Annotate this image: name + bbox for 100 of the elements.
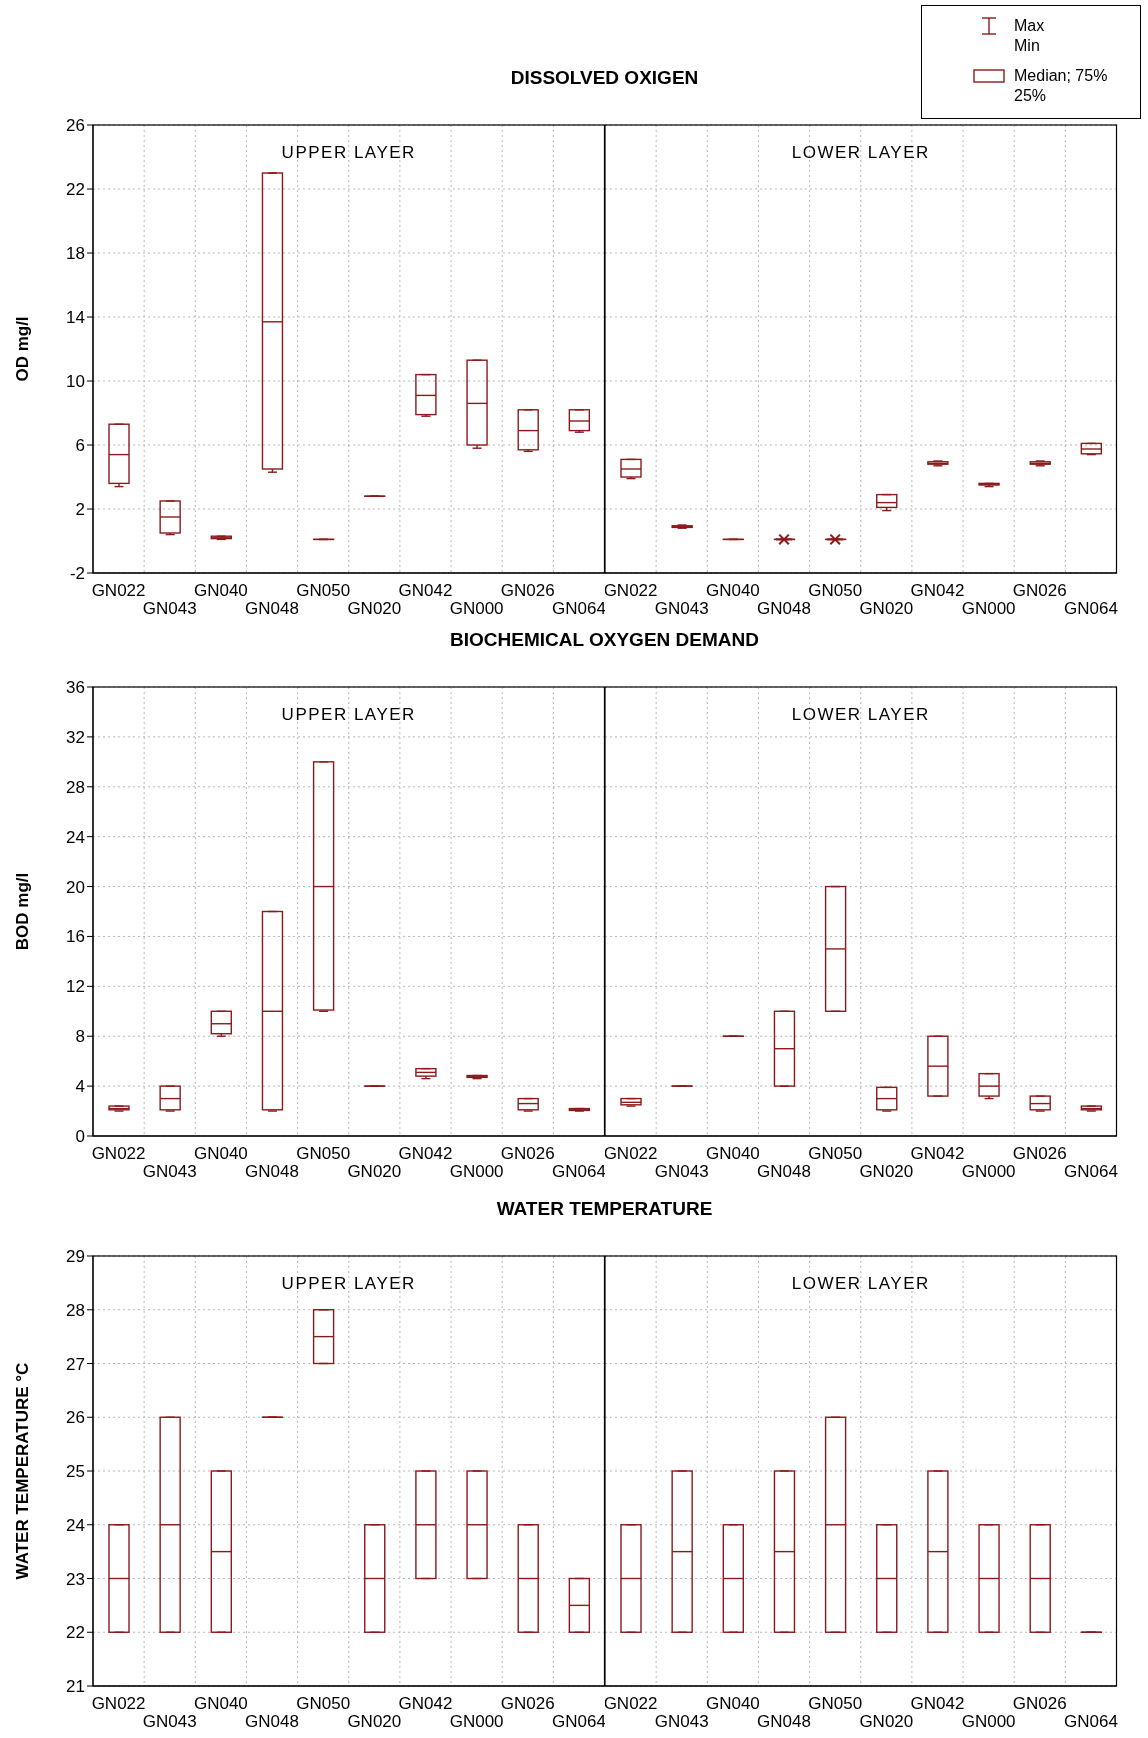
x-tick-label: GN022	[603, 1694, 658, 1713]
x-tick-label: GN020	[347, 599, 402, 618]
x-tick-label: GN026	[500, 1694, 555, 1713]
x-tick-label: GN050	[296, 581, 351, 600]
x-tick-label: GN020	[347, 1162, 402, 1181]
y-tick-label: 26	[66, 1408, 85, 1428]
x-tick-label: GN040	[705, 581, 760, 600]
x-tick-label: GN040	[193, 581, 248, 600]
x-tick-label: GN026	[500, 1144, 555, 1163]
x-tick-label: GN043	[142, 599, 197, 618]
chart-title: BIOCHEMICAL OXYGEN DEMAND	[449, 629, 760, 651]
chart-title: DISSOLVED OXIGEN	[510, 67, 699, 88]
annotation: UPPER LAYER	[281, 143, 416, 162]
x-tick-label: GN064	[1063, 1162, 1118, 1181]
x-tick-label: GN050	[807, 581, 862, 600]
x-tick-label: GN064	[551, 1162, 606, 1181]
x-tick-label: GN048	[245, 599, 299, 618]
x-tick-label: GN022	[91, 581, 146, 600]
x-tick-label: GN022	[603, 1144, 658, 1163]
y-tick-label: -2	[69, 564, 85, 584]
y-tick-label: 2	[75, 500, 85, 520]
y-tick-label: 23	[66, 1569, 85, 1589]
y-tick-label: 4	[75, 1077, 85, 1097]
x-tick-label: GN000	[449, 599, 504, 618]
x-tick-label: GN042	[910, 581, 964, 600]
x-tick-label: GN043	[654, 1712, 709, 1731]
x-tick-label: GN050	[296, 1144, 351, 1163]
annotation: UPPER LAYER	[281, 705, 416, 724]
x-tick-label: GN040	[705, 1144, 760, 1163]
x-tick-label: GN042	[398, 1694, 453, 1713]
y-tick-label: 6	[75, 436, 85, 456]
x-tick-label: GN042	[398, 581, 453, 600]
y-axis-title: OD mg/l	[13, 316, 33, 382]
x-tick-label: GN000	[961, 1162, 1016, 1181]
x-tick-label: GN064	[551, 599, 606, 618]
y-tick-label: 16	[66, 927, 85, 947]
x-tick-label: GN043	[654, 599, 709, 618]
y-axis-title: WATER TEMPERATURE °C	[13, 1362, 33, 1580]
y-tick-label: 22	[66, 180, 85, 200]
x-tick-label: GN000	[449, 1712, 504, 1731]
x-tick-label: GN048	[756, 1162, 811, 1181]
x-tick-label: GN026	[1012, 581, 1067, 600]
annotation: UPPER LAYER	[281, 1274, 416, 1293]
x-tick-label: GN043	[142, 1712, 197, 1731]
x-tick-label: GN026	[1012, 1144, 1067, 1163]
x-tick-label: GN026	[1012, 1694, 1067, 1713]
x-tick-label: GN022	[91, 1694, 146, 1713]
y-axis-title: BOD mg/l	[13, 872, 33, 951]
annotation: LOWER LAYER	[791, 143, 930, 162]
y-tick-label: 28	[66, 777, 85, 797]
annotation: LOWER LAYER	[791, 1274, 930, 1293]
y-tick-label: 21	[66, 1677, 85, 1697]
y-tick-label: 14	[66, 308, 85, 328]
x-tick-label: GN022	[603, 581, 658, 600]
x-tick-label: GN042	[398, 1144, 453, 1163]
x-tick-label: GN026	[500, 581, 555, 600]
y-tick-label: 32	[66, 727, 85, 747]
y-tick-label: 10	[66, 372, 85, 392]
x-tick-label: GN020	[858, 599, 913, 618]
legend-box: Max Min Median; 75% 25%	[921, 5, 1141, 119]
x-tick-label: GN000	[961, 1712, 1016, 1731]
y-tick-label: 24	[66, 1515, 85, 1535]
x-tick-label: GN042	[910, 1144, 964, 1163]
y-tick-label: 18	[66, 244, 85, 264]
x-tick-label: GN050	[807, 1694, 862, 1713]
x-tick-label: GN043	[142, 1162, 197, 1181]
x-tick-label: GN064	[1063, 1712, 1118, 1731]
y-tick-label: 27	[66, 1354, 85, 1374]
chart-title: WATER TEMPERATURE	[495, 1198, 714, 1220]
y-tick-label: 20	[66, 877, 85, 897]
y-tick-label: 0	[75, 1127, 85, 1147]
annotation: LOWER LAYER	[791, 705, 930, 724]
x-tick-label: GN020	[858, 1162, 913, 1181]
y-tick-label: 24	[66, 827, 85, 847]
y-tick-label: 36	[66, 678, 85, 698]
y-tick-label: 29	[66, 1247, 85, 1267]
x-tick-label: GN000	[449, 1162, 504, 1181]
x-tick-label: GN043	[654, 1162, 709, 1181]
y-tick-label: 26	[66, 116, 85, 136]
x-tick-label: GN042	[910, 1694, 964, 1713]
y-tick-label: 8	[75, 1027, 85, 1047]
x-tick-label: GN040	[705, 1694, 760, 1713]
x-tick-label: GN048	[756, 599, 811, 618]
x-tick-label: GN064	[551, 1712, 606, 1731]
x-tick-label: GN048	[245, 1712, 299, 1731]
x-tick-label: GN050	[296, 1694, 351, 1713]
x-tick-label: GN020	[858, 1712, 913, 1731]
y-tick-label: 25	[66, 1462, 85, 1482]
x-tick-label: GN020	[347, 1712, 402, 1731]
x-tick-label: GN022	[91, 1144, 146, 1163]
x-tick-label: GN064	[1063, 599, 1118, 618]
x-tick-label: GN048	[245, 1162, 299, 1181]
x-tick-label: GN040	[193, 1144, 248, 1163]
x-tick-label: GN000	[961, 599, 1016, 618]
y-tick-label: 22	[66, 1623, 85, 1643]
y-tick-label: 12	[66, 977, 85, 997]
y-tick-label: 28	[66, 1300, 85, 1320]
x-tick-label: GN048	[756, 1712, 811, 1731]
x-tick-label: GN040	[193, 1694, 248, 1713]
x-tick-label: GN050	[807, 1144, 862, 1163]
